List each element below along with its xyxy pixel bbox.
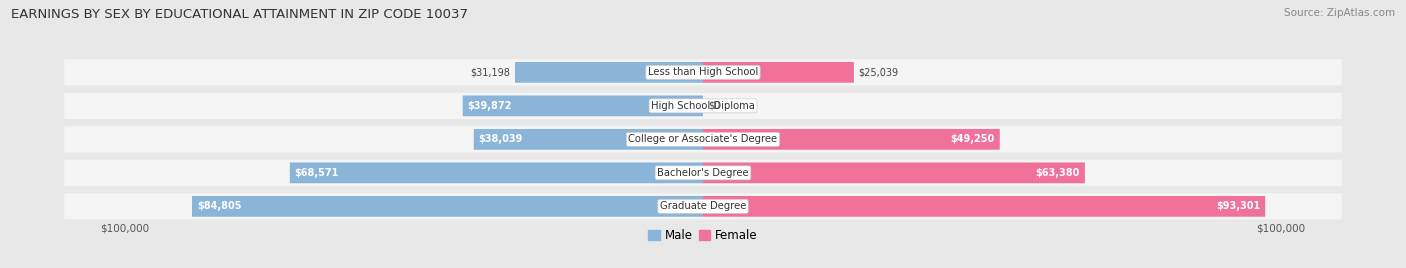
FancyBboxPatch shape <box>65 193 1341 219</box>
Text: $31,198: $31,198 <box>471 67 510 77</box>
FancyBboxPatch shape <box>703 162 1085 183</box>
FancyBboxPatch shape <box>65 59 1341 85</box>
Text: $68,571: $68,571 <box>295 168 339 178</box>
Text: EARNINGS BY SEX BY EDUCATIONAL ATTAINMENT IN ZIP CODE 10037: EARNINGS BY SEX BY EDUCATIONAL ATTAINMEN… <box>11 8 468 21</box>
Text: $39,872: $39,872 <box>468 101 512 111</box>
Text: $100,000: $100,000 <box>1257 223 1306 233</box>
Text: $84,805: $84,805 <box>197 201 242 211</box>
FancyBboxPatch shape <box>65 160 1341 186</box>
FancyBboxPatch shape <box>703 62 853 83</box>
Text: $100,000: $100,000 <box>100 223 149 233</box>
Legend: Male, Female: Male, Female <box>644 224 762 247</box>
Text: Source: ZipAtlas.com: Source: ZipAtlas.com <box>1284 8 1395 18</box>
Text: Less than High School: Less than High School <box>648 67 758 77</box>
Text: $25,039: $25,039 <box>859 67 898 77</box>
FancyBboxPatch shape <box>474 129 703 150</box>
FancyBboxPatch shape <box>290 162 703 183</box>
Text: $63,380: $63,380 <box>1036 168 1080 178</box>
Text: $38,039: $38,039 <box>478 134 523 144</box>
FancyBboxPatch shape <box>193 196 703 217</box>
FancyBboxPatch shape <box>515 62 703 83</box>
Text: Graduate Degree: Graduate Degree <box>659 201 747 211</box>
Text: Bachelor's Degree: Bachelor's Degree <box>657 168 749 178</box>
FancyBboxPatch shape <box>703 196 1265 217</box>
Text: College or Associate's Degree: College or Associate's Degree <box>628 134 778 144</box>
Text: $93,301: $93,301 <box>1216 201 1260 211</box>
Text: $49,250: $49,250 <box>950 134 995 144</box>
FancyBboxPatch shape <box>703 129 1000 150</box>
Text: High School Diploma: High School Diploma <box>651 101 755 111</box>
Text: $0: $0 <box>707 101 720 111</box>
FancyBboxPatch shape <box>65 93 1341 119</box>
FancyBboxPatch shape <box>65 126 1341 152</box>
FancyBboxPatch shape <box>463 95 703 116</box>
